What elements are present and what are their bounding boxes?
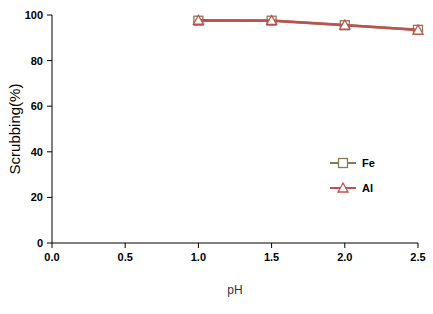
y-tick — [47, 15, 52, 16]
y-tick-label: 20 — [31, 191, 43, 203]
x-tick — [198, 243, 199, 248]
x-tick — [418, 243, 419, 248]
data-point — [340, 21, 349, 30]
x-tick — [52, 243, 53, 248]
y-tick-label: 0 — [37, 237, 43, 249]
y-tick-label: 100 — [25, 9, 43, 21]
x-tick-label: 1.0 — [191, 251, 206, 263]
y-tick-label: 40 — [31, 146, 43, 158]
y-tick — [47, 60, 52, 61]
y-tick — [47, 243, 52, 244]
x-axis-label: pH — [227, 283, 242, 297]
series-line — [198, 21, 418, 30]
legend-label: Al — [362, 182, 373, 194]
data-point — [267, 16, 276, 25]
data-point — [194, 16, 203, 25]
y-tick-label: 60 — [31, 100, 43, 112]
series-line — [198, 20, 418, 30]
legend-label: Fe — [362, 157, 375, 169]
data-point — [267, 15, 277, 24]
x-tick — [271, 243, 272, 248]
x-tick — [125, 243, 126, 248]
data-point — [193, 15, 203, 24]
y-axis-label: Scrubbing(%) — [6, 84, 23, 175]
y-tick — [47, 197, 52, 198]
x-tick-label: 0.0 — [44, 251, 59, 263]
data-point — [340, 20, 350, 29]
y-tick — [47, 151, 52, 152]
x-tick-label: 2.5 — [410, 251, 425, 263]
data-point — [414, 25, 423, 34]
x-tick-label: 1.5 — [264, 251, 279, 263]
legend-marker — [339, 159, 348, 168]
x-tick — [344, 243, 345, 248]
y-axis — [52, 15, 53, 243]
data-point — [413, 25, 423, 34]
x-axis — [52, 243, 418, 244]
legend-marker — [338, 183, 348, 192]
y-tick — [47, 106, 52, 107]
y-tick-label: 80 — [31, 55, 43, 67]
chart: 0 20 40 60 80 100 0.0 0.5 1.0 1.5 2.0 2.5 pH Scrubbin… — [0, 0, 433, 314]
x-tick-label: 0.5 — [118, 251, 133, 263]
plot-area — [193, 15, 423, 34]
x-tick-label: 2.0 — [337, 251, 352, 263]
